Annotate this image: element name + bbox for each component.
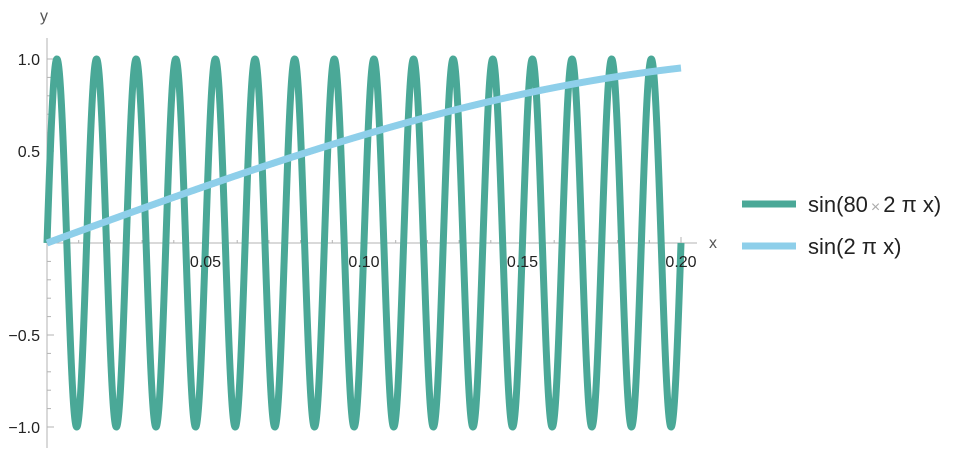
x-axis-title: x	[709, 235, 717, 252]
legend-item-series-2: sin(2 π x)	[742, 234, 901, 259]
y-axis-title: y	[40, 8, 48, 25]
legend: sin(80 × 2 π x) sin(2 π x)	[742, 192, 941, 259]
legend-label-series-1: sin(80 × 2 π x)	[808, 192, 941, 217]
legend-label-series-1-times: ×	[871, 199, 880, 216]
series-line-2	[43, 64, 685, 247]
x-tick-label: 0.10	[348, 254, 379, 271]
y-tick-label: 0.5	[18, 144, 40, 161]
series-layer	[43, 55, 685, 431]
legend-label-series-2: sin(2 π x)	[808, 234, 901, 259]
legend-label-series-1-pre: sin(80	[808, 192, 868, 217]
y-tick-label: −1.0	[8, 420, 40, 437]
y-tick-label: 1.0	[18, 52, 40, 69]
y-tick-label: −0.5	[8, 328, 40, 345]
legend-item-series-1: sin(80 × 2 π x)	[742, 192, 941, 217]
axes-layer	[46, 38, 697, 448]
x-tick-label: 0.15	[507, 254, 538, 271]
x-tick-label: 0.05	[190, 254, 221, 271]
legend-label-series-1-post: 2 π x)	[883, 192, 941, 217]
labels-layer: y x 0.05 0.10 0.15 0.20 1.0 0.5 −0.5 −1.0	[8, 8, 717, 437]
x-tick-label: 0.20	[665, 254, 696, 271]
